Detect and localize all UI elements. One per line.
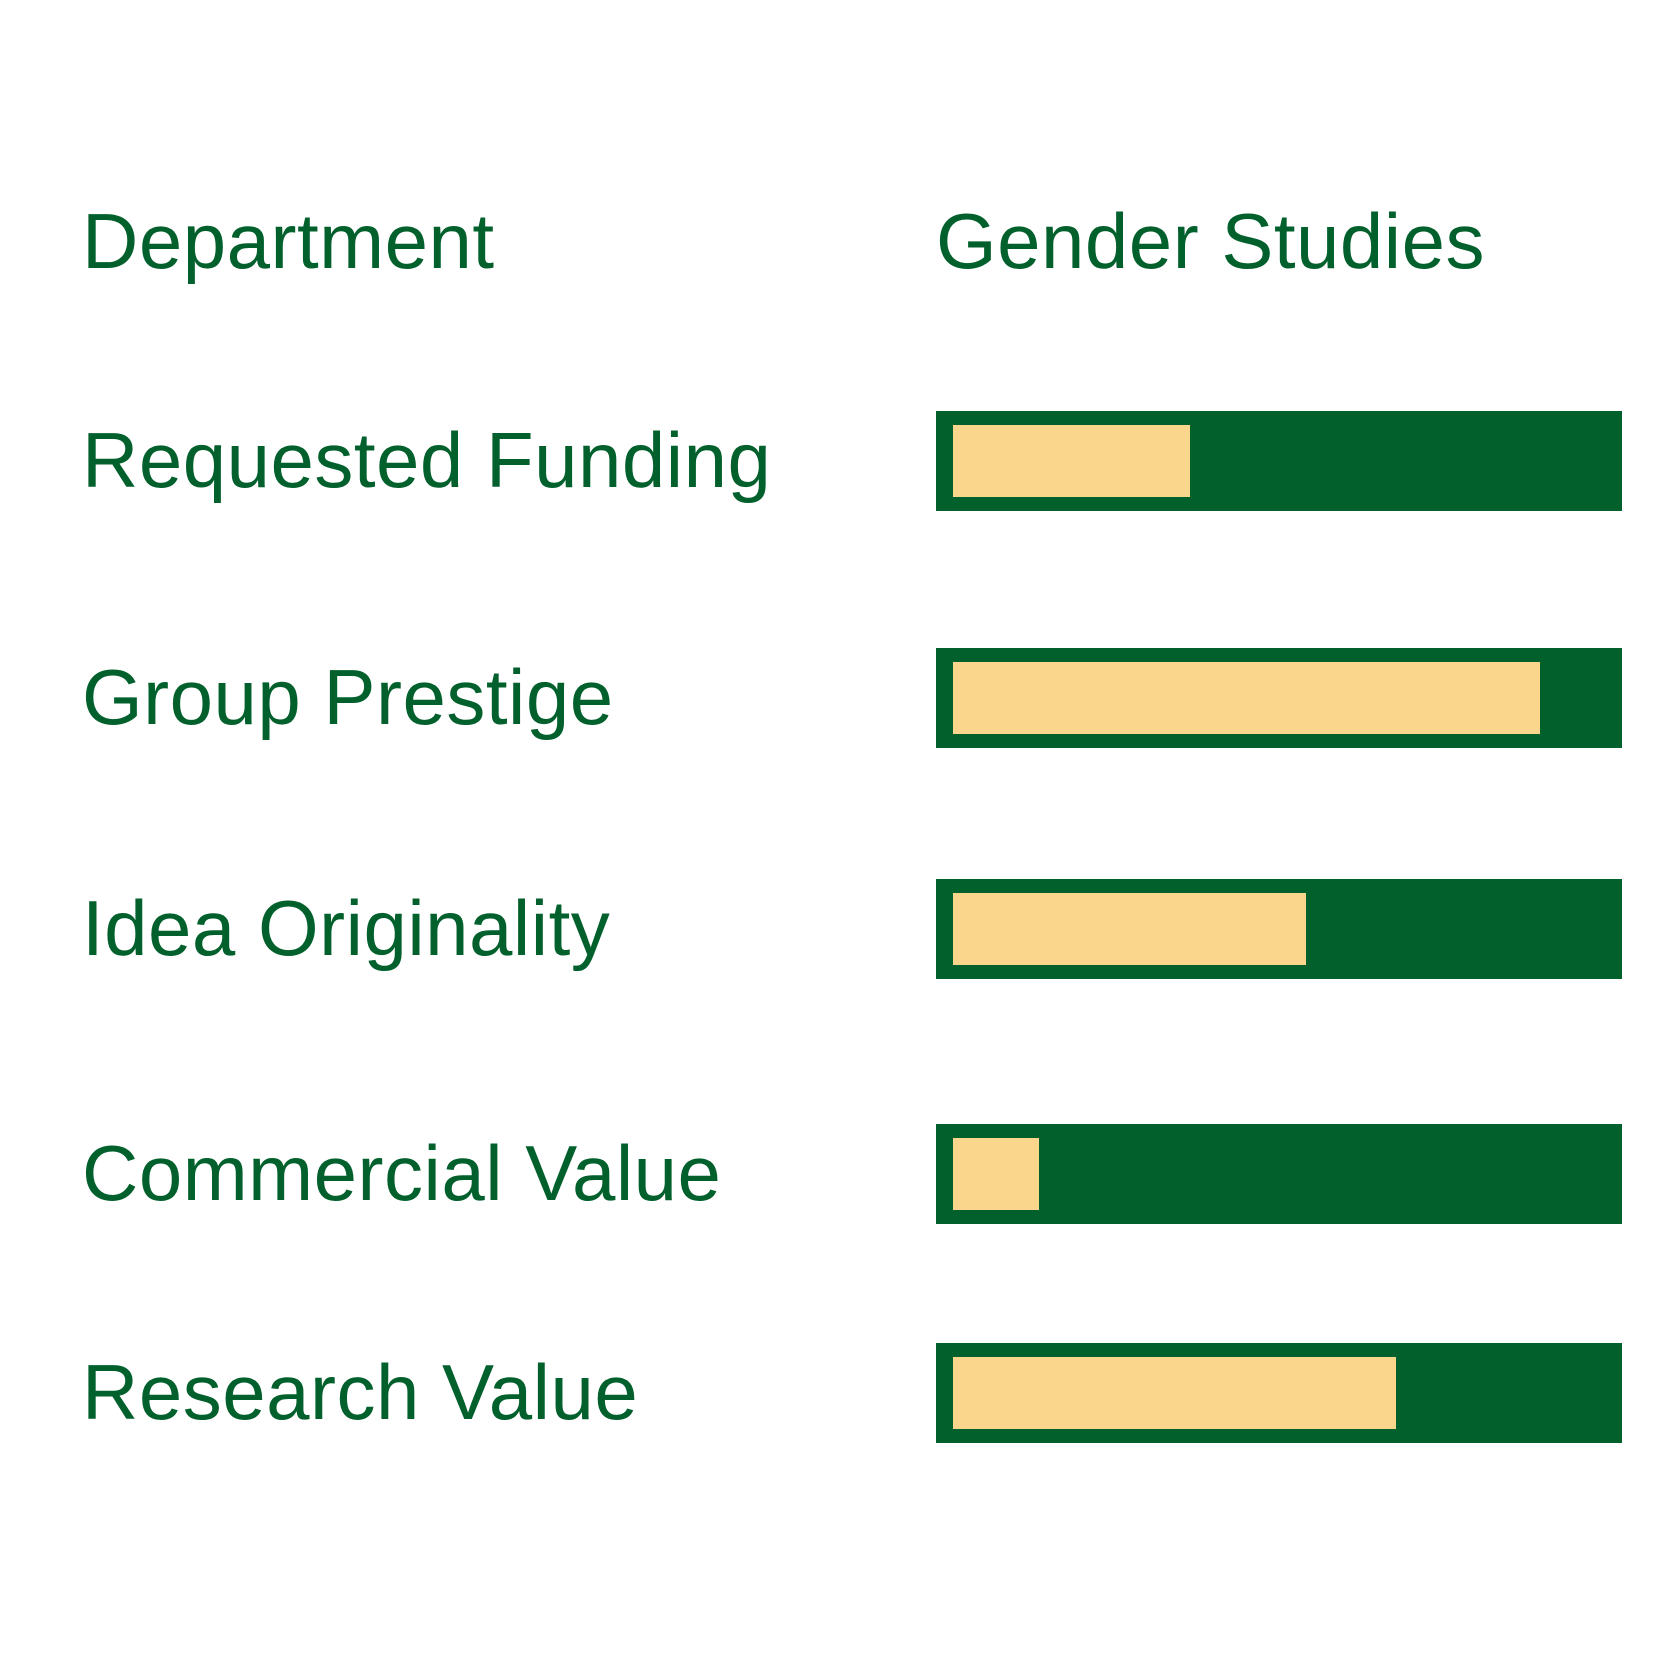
bar-track-commercial-value: [936, 1124, 1622, 1224]
bar-fill-requested-funding: [953, 425, 1190, 497]
row-label-requested-funding: Requested Funding: [82, 421, 771, 499]
header-label: Department: [82, 202, 495, 280]
bar-fill-group-prestige: [953, 662, 1540, 734]
bar-track-group-prestige: [936, 648, 1622, 748]
header-department-value: Gender Studies: [936, 202, 1485, 280]
bar-track-idea-originality: [936, 879, 1622, 979]
bar-fill-research-value: [953, 1357, 1396, 1429]
bar-track-requested-funding: [936, 411, 1622, 511]
bar-fill-idea-originality: [953, 893, 1306, 965]
row-label-commercial-value: Commercial Value: [82, 1134, 721, 1212]
row-label-research-value: Research Value: [82, 1353, 638, 1431]
row-label-group-prestige: Group Prestige: [82, 658, 614, 736]
bar-track-research-value: [936, 1343, 1622, 1443]
row-label-idea-originality: Idea Originality: [82, 889, 610, 967]
bar-fill-commercial-value: [953, 1138, 1039, 1210]
